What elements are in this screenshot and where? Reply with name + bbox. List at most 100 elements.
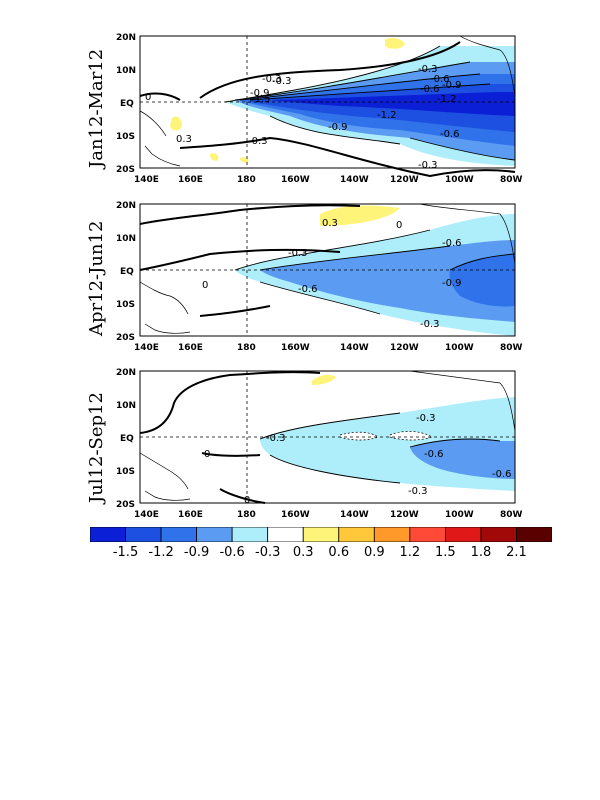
colorbar-swatch: [516, 527, 552, 542]
lat-tick: 10N: [116, 66, 136, 76]
shade-blank: [390, 431, 432, 440]
contour-label: 0: [244, 495, 250, 506]
contour-label: -1.2: [437, 94, 457, 105]
lon-tick: 140W: [340, 510, 369, 520]
colorbar-swatch: [267, 527, 304, 542]
lat-tick: 10S: [116, 467, 135, 477]
lon-tick: 120W: [390, 510, 419, 520]
contour-label: -0.9: [442, 278, 462, 289]
contour-label: -0.6: [424, 449, 444, 460]
colorbar-label: 1.5: [435, 545, 456, 560]
contour-label: 0: [204, 449, 210, 460]
colorbar-label: 0.6: [328, 545, 350, 560]
contour-label: -0.3: [418, 64, 438, 75]
shade-pos03: [385, 37, 405, 49]
colorbar-label: -1.2: [148, 545, 174, 560]
shade-pos03: [312, 374, 336, 385]
contour-label: 0.3: [322, 218, 338, 229]
contour-label: -1.2: [377, 110, 397, 121]
lon-tick: 80W: [500, 343, 523, 353]
colorbar-swatch: [90, 527, 126, 542]
colorbar-swatch: [125, 527, 162, 542]
lon-tick: 100W: [445, 510, 474, 520]
colorbar-swatch: [196, 527, 233, 542]
shade-neg06: [260, 240, 515, 322]
lon-tick: 100W: [445, 343, 474, 353]
map-panel-1: Jan12-Mar12: [0, 0, 600, 200]
map-panel-3: Jul12-Sep12: [0, 335, 600, 535]
lon-tick: 160E: [178, 510, 203, 520]
lon-tick: 120W: [390, 175, 419, 185]
contour-label: -0.6: [442, 238, 462, 249]
shade-neg09: [449, 254, 515, 307]
contour-label: -0.9: [250, 88, 270, 99]
colorbar-label: -0.6: [219, 545, 245, 560]
colorbar-label: 0.3: [292, 545, 314, 560]
colorbar-label: 2.1: [506, 545, 527, 560]
contour-label: -0.9: [328, 122, 348, 133]
contour-label: -0.6: [420, 84, 440, 95]
lat-tick: 10N: [116, 234, 136, 244]
lat-tick: 10S: [116, 132, 135, 142]
colorbar-swatch: [373, 527, 411, 542]
lat-tick: 20N: [116, 33, 136, 43]
contour-label: -0.9: [442, 80, 462, 91]
lat-tick: 10N: [116, 401, 136, 411]
lon-tick: 80W: [500, 175, 523, 185]
lon-tick: 140E: [134, 343, 159, 353]
shade-pos03: [240, 157, 249, 163]
contour-label: -0.6: [298, 284, 318, 295]
lon-tick: 140E: [134, 510, 159, 520]
lon-tick: 160W: [281, 343, 310, 353]
lat-tick: EQ: [120, 434, 134, 444]
lon-tick: 100W: [445, 175, 474, 185]
map-panel-2: Apr12-Jun12: [0, 168, 600, 368]
shade-pos03: [210, 153, 219, 161]
lon-tick: 160W: [281, 510, 310, 520]
colorbar-swatch: [338, 527, 375, 542]
lat-tick: 20N: [116, 368, 136, 378]
lon-tick: 140W: [340, 343, 369, 353]
contour-label: -0.6: [440, 129, 460, 140]
lat-tick: EQ: [120, 267, 134, 277]
colorbar-label: 1.2: [399, 545, 421, 560]
lat-tick: 10S: [116, 300, 135, 310]
shade-neg06: [410, 439, 515, 479]
contour-label: 0: [396, 220, 402, 231]
lon-tick: 160W: [281, 175, 310, 185]
colorbar-label: -0.3: [255, 545, 281, 560]
lon-tick: 180: [237, 343, 256, 353]
lon-tick: 140W: [340, 175, 369, 185]
contour-label: -0.3: [272, 76, 292, 87]
colorbar-swatch: [160, 527, 198, 542]
contour-label: -0.6: [492, 469, 512, 480]
lon-tick: 140E: [134, 175, 159, 185]
shade-blank: [340, 432, 378, 440]
contour-label: -0.3: [420, 319, 440, 330]
lon-tick: 160E: [178, 175, 203, 185]
lon-tick: 120W: [390, 343, 419, 353]
lat-tick: 20S: [116, 165, 135, 175]
lon-tick: 180: [237, 510, 256, 520]
contour-label: 0: [202, 280, 208, 291]
contour-label: -0.3: [248, 136, 268, 147]
lat-tick: 20S: [116, 500, 135, 510]
map-figure: -0.3 -0.3 -0.6 -0.6 -0.3 0 0 20N 10N EQ …: [116, 368, 523, 520]
shade-pos03: [320, 205, 400, 226]
contour-label: -1.5: [251, 94, 271, 105]
shade-pos03: [170, 116, 182, 131]
shade-neg15: [270, 92, 515, 116]
lon-tick: 180: [237, 175, 256, 185]
contour-label: -0.3: [288, 248, 308, 259]
colorbar-label: -0.9: [183, 545, 210, 560]
lat-tick: EQ: [120, 99, 134, 109]
colorbar-swatch: [480, 527, 517, 542]
contour-label: -0.6: [430, 74, 450, 85]
contour-label: 0: [145, 92, 151, 103]
map-figure: 0.3 -0.3 -0.6 -0.6 -0.9 -0.3 0 0 20N 10N…: [116, 201, 523, 353]
colorbar-label: -1.5: [112, 545, 139, 560]
lat-tick: 20S: [116, 333, 135, 343]
colorbar-label: 0.9: [363, 545, 385, 560]
lon-tick: 80W: [500, 510, 523, 520]
lat-tick: 20N: [116, 201, 136, 211]
